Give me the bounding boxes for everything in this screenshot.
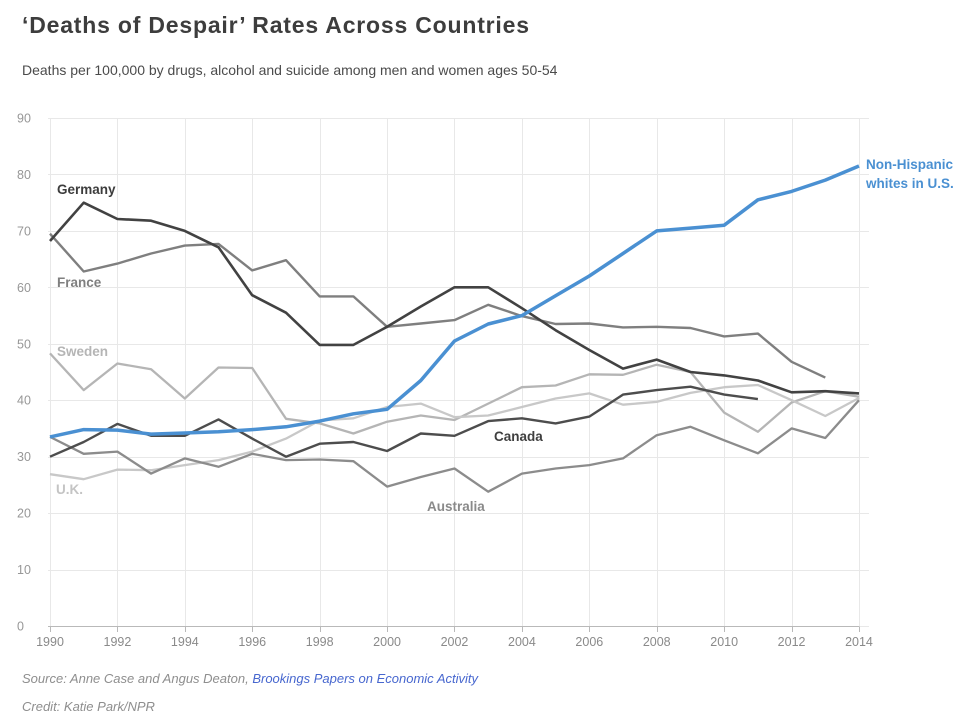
y-tick-label: 50	[17, 337, 31, 351]
credit-text: Credit: Katie Park/NPR	[22, 699, 155, 714]
label-france: France	[57, 275, 102, 290]
label-us: Non-Hispanic whites in U.S.	[865, 157, 954, 191]
y-tick-label: 10	[17, 563, 31, 577]
x-gridlines	[50, 118, 860, 626]
y-tick-label: 20	[17, 507, 31, 521]
label-uk: U.K.	[56, 482, 83, 497]
line-non-hispanic-whites-in-u-s	[49, 164, 860, 439]
y-tick-label: 80	[17, 168, 31, 182]
line-sweden	[49, 352, 860, 435]
line-germany	[49, 201, 860, 395]
line-canada	[49, 385, 759, 458]
x-tick-label: 2002	[441, 635, 469, 649]
label-sweden: Sweden	[57, 344, 108, 359]
y-tick-label: 30	[17, 450, 31, 464]
source-line: Source: Anne Case and Angus Deaton, Broo…	[22, 671, 478, 686]
x-tick-label: 2010	[710, 635, 738, 649]
x-tick-label: 1996	[238, 635, 266, 649]
x-tick-label: 1990	[36, 635, 64, 649]
x-tick-label: 2004	[508, 635, 536, 649]
x-tick-label: 1998	[306, 635, 334, 649]
y-tick-label: 90	[17, 112, 31, 126]
source-link[interactable]: Brookings Papers on Economic Activity	[252, 671, 478, 686]
x-tick-label: 2000	[373, 635, 401, 649]
label-australia: Australia	[427, 499, 485, 514]
x-axis-ticks	[50, 626, 860, 632]
source-text: Source: Anne Case and Angus Deaton,	[22, 671, 253, 686]
label-germany: Germany	[57, 182, 116, 197]
x-tick-label: 2014	[845, 635, 873, 649]
x-tick-label: 1992	[104, 635, 132, 649]
x-axis-labels: 1990 1992 1994 1996 1998 2000 2002 2004 2006 2008…	[36, 635, 873, 649]
series-labels: Germany France Sweden U.K. Canada Australia No…	[56, 157, 954, 514]
line-france	[49, 232, 826, 379]
x-tick-label: 2008	[643, 635, 671, 649]
label-canada: Canada	[494, 429, 543, 444]
y-tick-label: 70	[17, 224, 31, 238]
y-axis-labels: 0 10 20 30 40 50 60 70 80 90	[17, 112, 31, 634]
y-tick-label: 60	[17, 281, 31, 295]
line-u-k	[49, 383, 860, 481]
x-tick-label: 1994	[171, 635, 199, 649]
chart-subtitle: Deaths per 100,000 by drugs, alcohol and…	[22, 62, 558, 78]
y-gridlines	[48, 118, 869, 627]
page-title: ‘Deaths of Despair’ Rates Across Countri…	[22, 12, 530, 38]
x-tick-label: 2012	[778, 635, 806, 649]
y-tick-label: 0	[17, 620, 24, 634]
x-tick-label: 2006	[575, 635, 603, 649]
y-tick-label: 40	[17, 394, 31, 408]
line-australia	[49, 399, 860, 493]
